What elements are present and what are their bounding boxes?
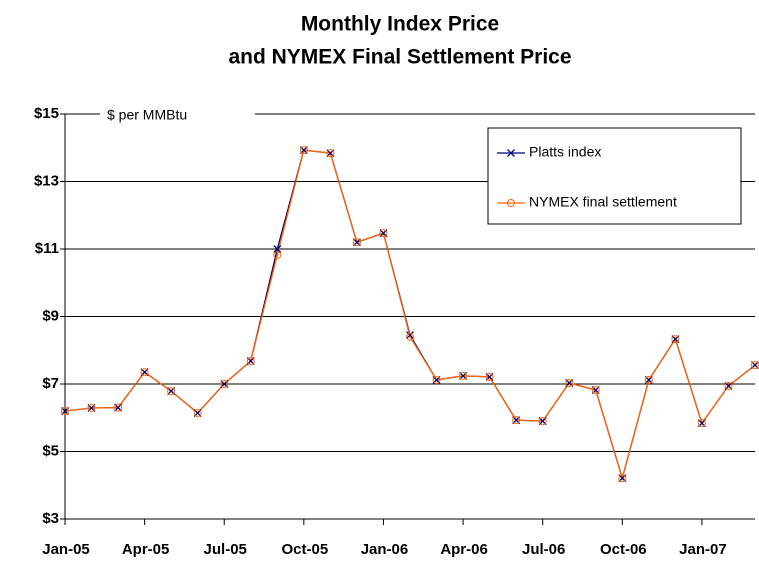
data-point: [724, 382, 733, 391]
y-tick-label: $7: [42, 375, 59, 392]
data-point: [565, 378, 574, 387]
legend-label: Platts index: [529, 144, 601, 160]
y-tick-label: $3: [42, 510, 59, 527]
x-tick-label: Jan-07: [679, 541, 727, 558]
x-tick-label: Apr-06: [440, 541, 488, 558]
x-tick-label: Oct-05: [282, 541, 329, 558]
data-point: [644, 375, 653, 384]
y-tick-label: $15: [34, 105, 59, 122]
data-point: [512, 416, 521, 425]
x-tick-label: Apr-05: [122, 541, 170, 558]
data-point: [406, 332, 414, 341]
y-tick-label: $13: [34, 172, 59, 189]
data-point: [379, 229, 388, 238]
legend: Platts index NYMEX final settlement: [487, 127, 742, 225]
plot: [61, 146, 759, 483]
legend-marker: [507, 199, 515, 207]
data-point: [618, 474, 627, 483]
annotation-bg: [100, 106, 255, 126]
chart-title: and NYMEX Final Settlement Price: [228, 46, 571, 69]
data-point: [591, 386, 600, 395]
grid: $3 $5 $7 $9 $11 $13 $15 Jan-05 Apr-05 Jul-05 Oct-0…: [34, 105, 755, 558]
x-tick-label: Jan-06: [361, 541, 409, 558]
x-tick-label: Jul-06: [522, 541, 565, 558]
data-point: [87, 403, 96, 412]
data-point: [273, 251, 282, 260]
data-point: [114, 403, 123, 412]
data-point: [273, 245, 282, 253]
series-line: [64, 149, 756, 481]
data-point: [220, 380, 229, 388]
y-tick-label: $11: [35, 240, 59, 257]
data-point: [352, 238, 361, 247]
data-point: [432, 375, 441, 384]
data-point: [538, 417, 547, 426]
data-point: [299, 146, 308, 155]
data-point: [326, 149, 335, 158]
data-point: [193, 409, 202, 418]
data-point: [406, 331, 414, 340]
x-tick-label: Oct-06: [600, 541, 647, 558]
data-point: [140, 368, 149, 377]
data-point: [697, 419, 706, 428]
data-point: [246, 357, 255, 366]
data-point: [671, 335, 680, 344]
annotation: $ per MMBtu: [107, 107, 187, 123]
legend-box: [487, 127, 742, 225]
legend-marker: [507, 149, 515, 157]
y-tick-label: $9: [42, 307, 59, 324]
chart-title: Monthly Index Price: [301, 13, 499, 36]
legend-label: NYMEX final settlement: [529, 194, 677, 210]
x-tick-label: Jul-05: [204, 541, 247, 558]
data-point: [485, 372, 494, 381]
y-tick-label: $5: [42, 442, 59, 459]
data-point: [61, 407, 69, 415]
data-point: [459, 371, 468, 380]
data-point: [167, 387, 176, 396]
x-tick-label: Jan-05: [42, 541, 90, 558]
